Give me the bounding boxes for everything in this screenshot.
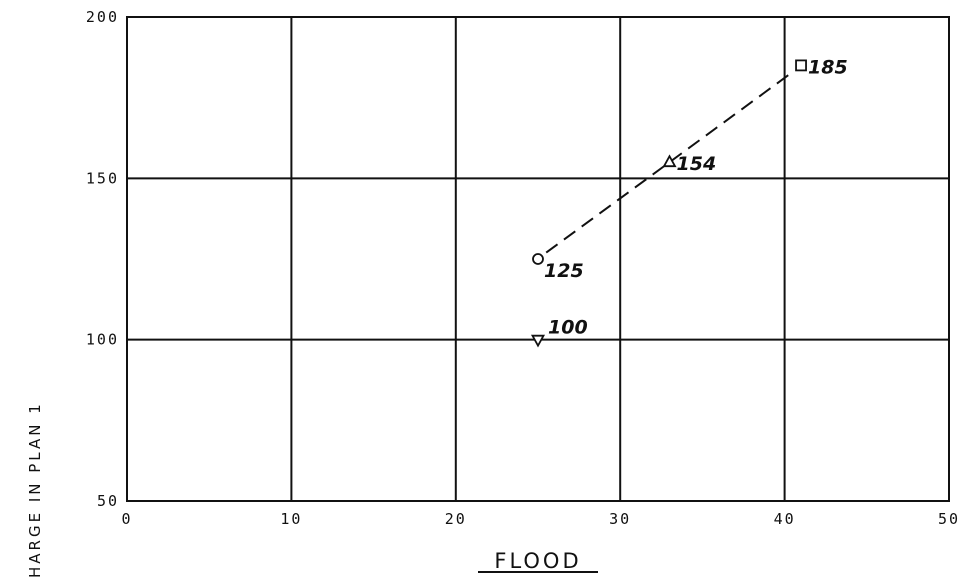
x-tick-label: 20 xyxy=(445,510,467,528)
point-label: 154 xyxy=(677,153,717,175)
point-marker-circle xyxy=(532,253,544,265)
x-tick-label: 10 xyxy=(280,510,302,528)
y-tick-label: 50 xyxy=(97,492,119,510)
y-tick-label: 150 xyxy=(86,169,119,187)
y-axis-label: HARGE IN PLAN 1 xyxy=(26,401,44,578)
point-label: 125 xyxy=(544,260,584,282)
point-marker-triangle-down xyxy=(530,334,546,348)
point-marker-square xyxy=(795,59,807,72)
y-tick-labels: 50 100 150 200 xyxy=(86,8,119,510)
x-tick-labels: 0 10 20 30 40 50 xyxy=(121,510,960,528)
data-points: 100 125 154 185 xyxy=(530,56,848,348)
x-tick-label: 0 xyxy=(121,510,132,528)
x-tick-label: 50 xyxy=(938,510,960,528)
point-label: 185 xyxy=(808,56,848,78)
point-marker-triangle-up xyxy=(662,154,677,168)
y-tick-label: 200 xyxy=(86,8,119,26)
point-label: 100 xyxy=(548,317,588,339)
x-axis-label: FLOOD xyxy=(494,549,581,573)
x-tick-label: 40 xyxy=(774,510,796,528)
trend-line xyxy=(545,71,794,254)
x-tick-label: 30 xyxy=(609,510,631,528)
y-tick-label: 100 xyxy=(86,331,119,349)
grid xyxy=(126,16,950,502)
